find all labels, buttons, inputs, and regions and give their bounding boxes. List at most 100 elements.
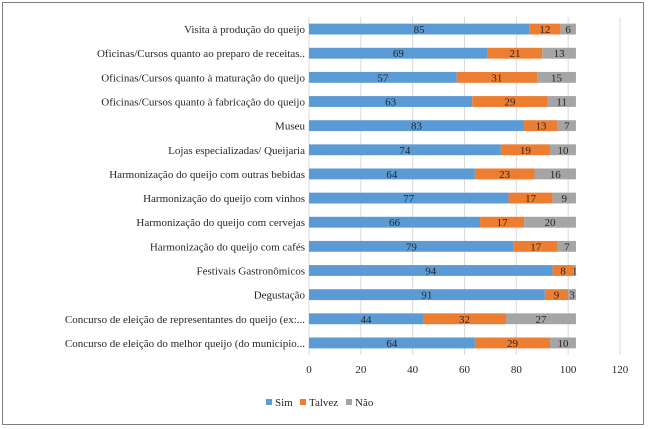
bar-segment-talvez — [487, 47, 543, 59]
bar-segment-talvez — [456, 71, 538, 83]
bar-segment-não — [542, 47, 576, 59]
legend-swatch — [346, 399, 352, 405]
legend: Sim Talvez Não — [266, 397, 374, 409]
bar-segment-talvez — [524, 120, 558, 132]
data-label: 8 — [560, 266, 566, 278]
bar-segment-sim — [309, 337, 475, 349]
bar-segment-não — [573, 265, 576, 276]
x-tick-labels: 0 20 40 60 80 100 120 — [306, 364, 629, 376]
bar-segment-talvez — [500, 144, 551, 156]
bar-segment-talvez — [472, 96, 548, 107]
bar-segment-não — [568, 289, 576, 301]
data-label: 19 — [520, 145, 532, 157]
data-label: 11 — [556, 97, 567, 109]
data-label: 57 — [377, 72, 389, 84]
bar-segment-não — [560, 23, 576, 35]
x-tick-label: 0 — [306, 364, 312, 376]
data-label: 23 — [499, 169, 511, 181]
data-label: 31 — [491, 72, 502, 84]
bar-segment-sim — [309, 168, 475, 180]
x-tick-label: 80 — [511, 364, 523, 376]
legend-label: Sim — [275, 397, 293, 409]
data-label: 1 — [572, 266, 578, 278]
bar-segment-sim — [309, 71, 457, 83]
data-label: 27 — [535, 314, 547, 326]
data-label: 13 — [554, 48, 566, 60]
category-label: Oficinas/Cursos quanto à fabricação do q… — [101, 97, 305, 109]
bar-segment-não — [524, 216, 576, 228]
bar-segment-talvez — [544, 289, 569, 301]
data-label: 94 — [425, 266, 437, 278]
data-label: 91 — [421, 290, 432, 302]
data-label: 29 — [507, 338, 519, 350]
x-tick-label: 20 — [355, 364, 367, 376]
bar-segment-sim — [309, 192, 509, 204]
category-label: Harmonização do queijo com vinhos — [143, 193, 305, 205]
category-label: Oficinas/Cursos quanto à maturação do qu… — [101, 72, 305, 84]
x-tick-label: 120 — [612, 364, 629, 376]
data-label: 10 — [557, 338, 569, 350]
data-label: 64 — [386, 169, 398, 181]
category-label: Concurso de eleição do melhor queijo (do… — [65, 338, 305, 350]
bar-segment-talvez — [529, 23, 561, 35]
bar-segment-sim — [309, 313, 424, 325]
category-label: Lojas especializadas/ Queijaria — [168, 145, 305, 157]
data-label: 64 — [386, 338, 398, 350]
category-label: Harmonização do queijo com cervejas — [136, 217, 305, 229]
category-label: Museu — [275, 121, 305, 133]
data-label: 17 — [497, 217, 509, 229]
data-label: 7 — [564, 121, 570, 133]
data-label: 17 — [525, 193, 537, 205]
data-label: 7 — [564, 241, 570, 253]
legend-swatch — [300, 399, 306, 405]
bar-segment-não — [557, 240, 576, 252]
category-label: Harmonização do queijo com outras bebida… — [109, 169, 305, 181]
data-label: 74 — [399, 145, 411, 157]
category-label: Oficinas/Cursos quanto ao preparo de rec… — [97, 48, 305, 60]
data-label: 29 — [504, 97, 516, 109]
gridlines — [308, 17, 621, 355]
bar-segment-talvez — [480, 216, 525, 228]
category-labels: Visita à produção do queijo Oficinas/Curs… — [65, 24, 306, 350]
data-label: 13 — [535, 121, 547, 133]
data-label: 9 — [562, 193, 568, 205]
data-label: 3 — [569, 290, 575, 302]
bar-segment-sim — [309, 240, 514, 252]
data-label: 6 — [565, 24, 571, 36]
data-label: 63 — [385, 97, 397, 109]
bar-segment-talvez — [513, 240, 558, 252]
bar-segment-sim — [309, 120, 525, 132]
legend-label: Não — [355, 397, 374, 409]
bar-segment-não — [552, 192, 576, 204]
bar-segment-não — [550, 337, 576, 349]
bar-segment-sim — [309, 47, 488, 59]
data-label: 32 — [459, 314, 470, 326]
data-label: 9 — [554, 290, 560, 302]
bar-segment-talvez — [508, 192, 553, 204]
bar-segment-talvez — [474, 168, 535, 180]
data-label: 85 — [414, 24, 426, 36]
category-label: Harmonização do queijo com cafés — [150, 241, 305, 253]
bar-segment-sim — [309, 289, 545, 301]
bar-segment-não — [505, 313, 576, 325]
data-label: 10 — [557, 145, 569, 157]
data-label: 15 — [551, 72, 563, 84]
bar-segment-sim — [309, 144, 501, 156]
legend-swatch — [266, 399, 272, 405]
bar-segment-sim — [309, 96, 473, 107]
data-label: 17 — [530, 241, 542, 253]
bar-segment-talvez — [423, 313, 506, 325]
bars — [309, 23, 576, 349]
data-label: 12 — [539, 24, 550, 36]
bar-segment-talvez — [552, 265, 574, 276]
data-label: 79 — [406, 241, 418, 253]
x-tick-label: 60 — [459, 364, 471, 376]
category-label: Concurso de eleição de representantes do… — [65, 314, 305, 326]
bar-segment-não — [537, 71, 576, 83]
data-label: 44 — [361, 314, 373, 326]
bar-segment-não — [547, 96, 576, 107]
category-label: Visita à produção do queijo — [184, 24, 305, 36]
category-label: Festivais Gastronômicos — [197, 266, 305, 278]
